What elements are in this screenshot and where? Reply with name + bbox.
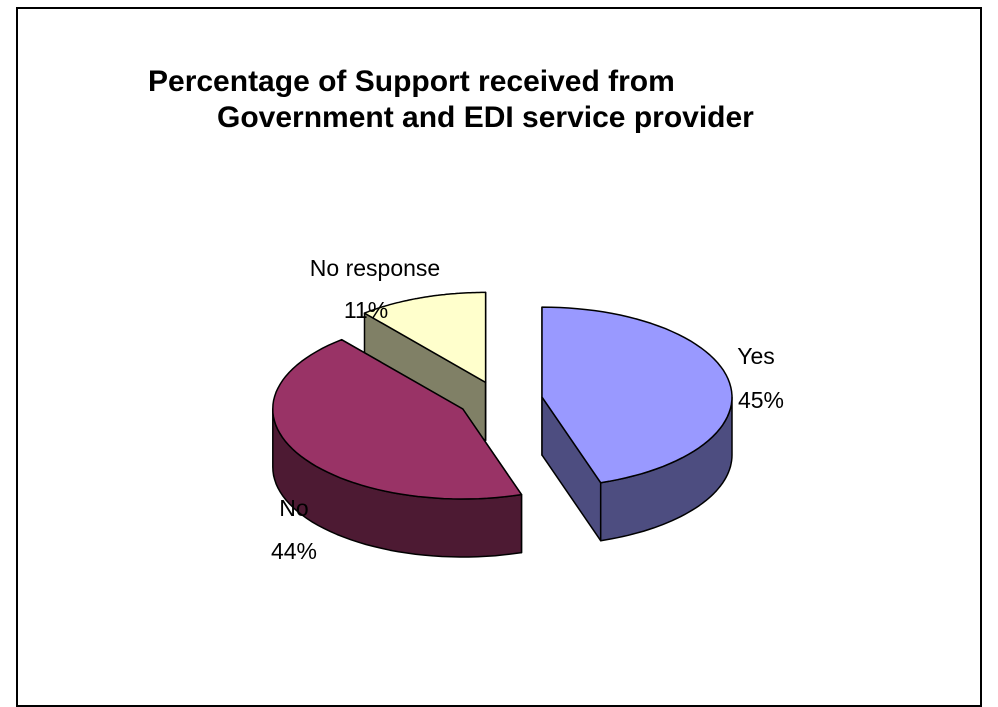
slice-value-label-yes: 45% — [738, 387, 784, 413]
slice-value-label-no: 44% — [271, 538, 317, 564]
slice-name-label-yes: Yes — [737, 343, 775, 369]
pie-slice-yes — [541, 306, 733, 484]
slice-name-label-no: No — [279, 495, 308, 521]
chart-title-line-2: Government and EDI service provider — [217, 101, 754, 134]
chart-title-line-1: Percentage of Support received from — [148, 65, 675, 98]
chart-frame — [16, 7, 982, 707]
pie-slice-no — [272, 338, 523, 500]
slice-value-label-no-response: 11% — [344, 297, 388, 323]
pie-slice-no-response — [363, 291, 487, 384]
chart-title: Percentage of Support received from Gove… — [0, 0, 998, 150]
slice-name-label-no-response: No response — [310, 255, 440, 281]
pie-slices — [272, 291, 733, 558]
